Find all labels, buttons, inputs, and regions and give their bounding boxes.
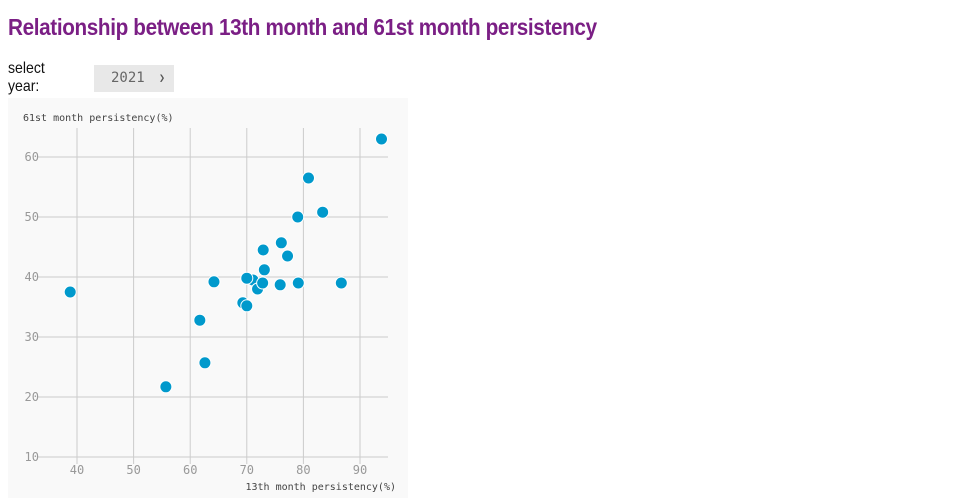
x-tick-label: 80 (296, 463, 310, 477)
data-point[interactable] (256, 276, 270, 290)
chevron-down-icon: ❯ (158, 72, 165, 84)
page-title: Relationship between 13th month and 61st… (8, 14, 597, 40)
data-point[interactable] (257, 263, 271, 277)
data-point[interactable] (291, 276, 305, 290)
x-tick-label: 70 (240, 463, 254, 477)
y-tick-label: 20 (25, 390, 39, 404)
x-tick-label: 50 (126, 463, 140, 477)
data-point[interactable] (301, 171, 315, 185)
data-point[interactable] (63, 285, 77, 299)
scatter-plot-svg: 40 50 60 70 80 90 10 20 30 40 50 60 61st month per… (23, 113, 396, 493)
year-controls: select year: 2021 ❯ (8, 60, 174, 96)
y-tick-label: 10 (25, 450, 39, 464)
year-select[interactable]: 2021 ❯ (94, 64, 174, 92)
data-point[interactable] (274, 236, 288, 250)
x-tick-label: 40 (70, 463, 84, 477)
data-point[interactable] (193, 313, 207, 327)
x-tick-label: 90 (353, 463, 367, 477)
data-point[interactable] (198, 356, 212, 370)
data-point[interactable] (334, 276, 348, 290)
data-point[interactable] (273, 278, 287, 292)
y-tick-label: 60 (25, 150, 39, 164)
x-tick-label: 60 (183, 463, 197, 477)
y-tick-label: 30 (25, 330, 39, 344)
data-point[interactable] (316, 205, 330, 219)
x-axis-title: 13th month persistency(%) (245, 482, 396, 493)
data-point[interactable] (256, 243, 270, 257)
y-tick-label: 40 (25, 270, 39, 284)
data-point[interactable] (281, 249, 295, 263)
data-point[interactable] (159, 380, 173, 394)
data-point[interactable] (207, 275, 221, 289)
y-tick-label: 50 (25, 210, 39, 224)
scatter-chart: 40 50 60 70 80 90 10 20 30 40 50 60 61st month per… (8, 98, 408, 498)
select-year-label: select year: (8, 60, 45, 95)
y-axis-title: 61st month persistency(%) (23, 113, 174, 124)
data-point[interactable] (375, 132, 389, 146)
year-select-value: 2021 (111, 70, 145, 86)
data-point[interactable] (240, 271, 254, 285)
data-point[interactable] (240, 299, 254, 313)
data-point[interactable] (291, 210, 305, 224)
